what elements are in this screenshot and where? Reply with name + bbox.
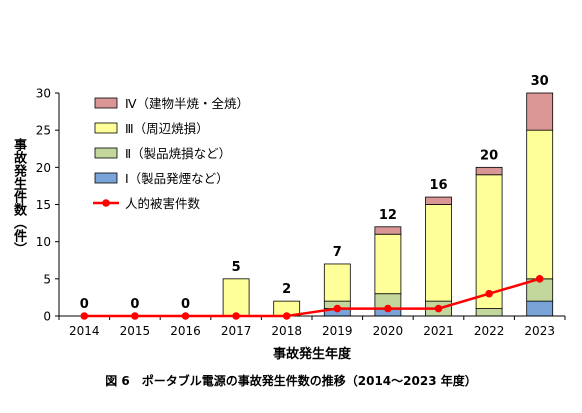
human-damage-point-2017 xyxy=(232,312,240,320)
y-tick-label-20: 20 xyxy=(36,161,51,175)
y-tick-label-10: 10 xyxy=(36,235,51,249)
x-tick-label-2018: 2018 xyxy=(271,324,302,338)
legend-swatch-1 xyxy=(94,172,118,184)
x-tick-label-2020: 2020 xyxy=(373,324,404,338)
bar-segment-2021-series-4 xyxy=(425,196,452,205)
legend-swatch-4 xyxy=(94,97,118,109)
human-damage-line xyxy=(84,277,541,318)
y-tick-label-25: 25 xyxy=(36,124,51,138)
bar-segment-2022-series-2 xyxy=(475,308,503,317)
human-damage-point-2014 xyxy=(80,312,89,320)
bar-segment-2019-series-3 xyxy=(323,263,351,302)
bar-segment-2022-series-4 xyxy=(475,166,503,176)
legend-label-1: Ⅰ（製品発煙など） xyxy=(125,171,229,186)
bar-segment-2020-series-4 xyxy=(374,226,402,235)
total-label-2021: 16 xyxy=(429,178,447,193)
bar-segment-2023-series-3 xyxy=(526,129,554,280)
bar-segment-2023-series-1 xyxy=(526,300,554,317)
bar-segment-2021-series-3 xyxy=(425,204,452,302)
x-tick-label-2022: 2022 xyxy=(474,324,505,338)
legend: Ⅳ（建物半焼・全焼） Ⅲ（周辺焼損） Ⅱ（製品焼損など） Ⅰ（製品発煙など） 人的被害件… xyxy=(93,96,249,211)
total-label-2019: 7 xyxy=(333,245,342,260)
legend-label-3: Ⅲ（周辺焼損） xyxy=(125,121,209,136)
legend-label-2: Ⅱ（製品焼損など） xyxy=(125,146,231,161)
total-label-2015: 0 xyxy=(130,297,139,312)
y-axis-label: 事故発生件数（件） xyxy=(11,138,26,255)
x-axis-label: 事故発生年度 xyxy=(273,346,352,362)
total-label-2014: 0 xyxy=(80,297,89,312)
human-damage-point-2021 xyxy=(434,304,443,313)
line-layer xyxy=(80,275,544,320)
x-tick-label-2023: 2023 xyxy=(524,324,555,338)
total-label-2022: 20 xyxy=(480,148,498,163)
human-damage-point-2022 xyxy=(485,289,493,298)
legend-label-4: Ⅳ（建物半焼・全焼） xyxy=(125,96,249,111)
x-tick-label-2017: 2017 xyxy=(221,324,252,338)
x-tick-label-2014: 2014 xyxy=(69,324,100,338)
total-label-2020: 12 xyxy=(379,208,397,223)
x-tick-label-2021: 2021 xyxy=(423,324,454,338)
x-tick-label-2015: 2015 xyxy=(120,324,151,338)
legend-swatch-2 xyxy=(94,147,118,159)
human-damage-point-2020 xyxy=(384,304,392,313)
bar-segment-2020-series-3 xyxy=(374,233,402,295)
y-tick-label-30: 30 xyxy=(36,87,51,101)
figure-caption: 図 6 ポータブル電源の事故発生件数の推移（2014〜2023 年度） xyxy=(105,374,477,388)
x-tick-label-2019: 2019 xyxy=(322,324,353,338)
legend-line-marker xyxy=(102,199,110,207)
human-damage-point-2018 xyxy=(282,312,291,320)
labels-layer: 0 0 0 5 2 7 12 16 20 30 xyxy=(80,74,549,312)
bar-segment-2017-series-3 xyxy=(222,278,250,317)
x-tick-label-2016: 2016 xyxy=(170,324,201,338)
y-tick-label-15: 15 xyxy=(36,198,51,212)
bar-segment-2022-series-3 xyxy=(475,174,503,309)
legend-swatch-3 xyxy=(94,122,118,134)
legend-label-line: 人的被害件数 xyxy=(125,196,201,211)
bars-layer xyxy=(222,92,554,317)
y-tick-label-5: 5 xyxy=(43,272,51,286)
total-label-2016: 0 xyxy=(181,297,190,312)
total-label-2023: 30 xyxy=(531,74,549,89)
human-damage-point-2023 xyxy=(535,275,544,283)
bar-segment-2023-series-4 xyxy=(526,92,554,131)
human-damage-point-2019 xyxy=(333,304,342,313)
y-tick-label-0: 0 xyxy=(43,310,51,324)
total-label-2018: 2 xyxy=(282,282,291,297)
human-damage-point-2016 xyxy=(181,312,190,320)
total-label-2017: 5 xyxy=(232,260,241,275)
human-damage-point-2015 xyxy=(131,312,139,320)
